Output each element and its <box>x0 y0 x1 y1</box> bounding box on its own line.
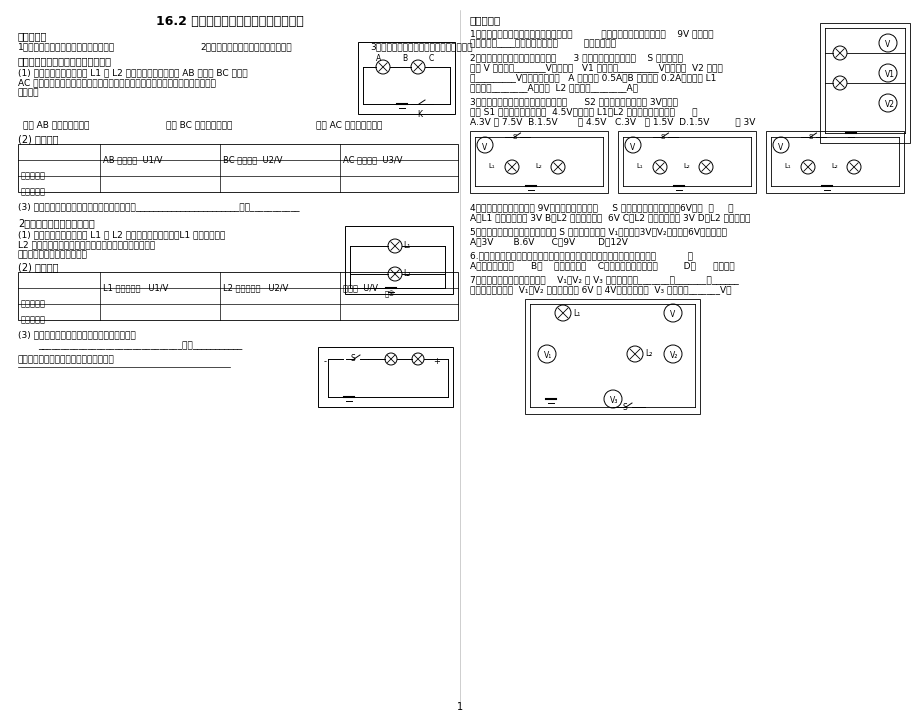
Text: 7．如图所示的电路中，电压表    V₁、V₂ 和 V₃ 分别测量的是_______、_______和______: 7．如图所示的电路中，电压表 V₁、V₂ 和 V₃ 分别测量的是_______、… <box>470 275 738 284</box>
Text: (3) 分析实验数据得出串联电路电压的规律是：_______________________公式___________: (3) 分析实验数据得出串联电路电压的规律是：_________________… <box>18 202 300 211</box>
Bar <box>618 131 755 193</box>
Text: 图⑤: 图⑤ <box>384 291 395 298</box>
Text: L₂: L₂ <box>644 349 652 358</box>
Text: +: + <box>433 357 439 366</box>
Text: 5．在如右图所示的电路中，当开关 S 闭合时，电压表 V₁的示数为3V，V₂的示数为6V，则电源电: 5．在如右图所示的电路中，当开关 S 闭合时，电压表 V₁的示数为3V，V₂的示… <box>470 227 726 236</box>
Text: 为_________V，用电流表测得   A 处电流为 0.5A，B 处电流为 0.2A，则通过 L1: 为_________V，用电流表测得 A 处电流为 0.5A，B 处电流为 0.… <box>470 73 716 82</box>
Text: 总电压  U/V: 总电压 U/V <box>343 283 378 292</box>
Text: 当堂训练：: 当堂训练： <box>470 15 501 25</box>
Text: 1．串联电池组的电压是各节电池的电压的          ，小明的一玩具电动火车要    9V 的电压才: 1．串联电池组的电压是各节电池的电压的 ，小明的一玩具电动火车要 9V 的电压才 <box>470 29 713 38</box>
Text: 入电压表，测出这三个电压；: 入电压表，测出这三个电压； <box>18 250 88 259</box>
Text: 6.在某电路中，两只灯泡两端的电压相等，由此可知，两灯泡的连接方式是（           ）: 6.在某电路中，两只灯泡两端的电压相等，由此可知，两灯泡的连接方式是（ ） <box>470 251 692 260</box>
Text: V₃: V₃ <box>609 396 618 405</box>
Text: V1: V1 <box>884 70 894 79</box>
Text: (1) 实验设计：把两个灯泡 L1 和 L2 并联起来接到电源上，L1 两端的电压、: (1) 实验设计：把两个灯泡 L1 和 L2 并联起来接到电源上，L1 两端的电… <box>18 230 225 239</box>
Text: 在下面。: 在下面。 <box>18 88 40 97</box>
Text: V2: V2 <box>884 100 894 109</box>
Text: 压表 V 的示数为_______V，电压表   V1 的示数为_________V，电压表  V2 的示数: 压表 V 的示数为_______V，电压表 V1 的示数为_________V，… <box>470 63 722 72</box>
Text: V: V <box>884 40 890 49</box>
Text: S: S <box>660 134 664 140</box>
Text: V₁: V₁ <box>543 351 551 360</box>
Text: -: - <box>323 357 326 366</box>
Text: B: B <box>402 54 407 63</box>
Text: 闭合 S1 时，电压表的示数为  4.5V，则此时 L1、L2 两端的电压分别是（      ）: 闭合 S1 时，电压表的示数为 4.5V，则此时 L1、L2 两端的电压分别是（… <box>470 107 697 116</box>
Text: A．L1 两端的电压为 3V B．L2 两端的电压为  6V C．L2 两端的电压为 3V D．L2 两端的电压: A．L1 两端的电压为 3V B．L2 两端的电压为 6V C．L2 两端的电压… <box>470 213 750 222</box>
Text: 测量 AC 两点间的电路图: 测量 AC 两点间的电路图 <box>315 120 382 129</box>
Text: 2、探究并联电路电压的规律: 2、探究并联电路电压的规律 <box>18 218 95 228</box>
Text: 知识拓展：如图所示的实验有什么现象：: 知识拓展：如图所示的实验有什么现象： <box>18 355 115 364</box>
Text: L₁: L₁ <box>487 163 494 169</box>
Text: 知识点一：探究串联电路电压的规律: 知识点一：探究串联电路电压的规律 <box>18 56 112 66</box>
Bar <box>318 347 452 407</box>
Text: 学习目标：: 学习目标： <box>18 31 47 41</box>
Text: L2 两端的电压、总电压可能有什么样的关系？分三次接: L2 两端的电压、总电压可能有什么样的关系？分三次接 <box>18 240 155 249</box>
Text: 的电流是________A，通过  L2 的电流是________A。: 的电流是________A，通过 L2 的电流是________A。 <box>470 83 637 92</box>
Bar <box>345 226 452 294</box>
Text: L₁: L₁ <box>635 163 642 169</box>
Text: V: V <box>777 142 783 152</box>
Bar <box>470 131 607 193</box>
Text: L₁: L₁ <box>573 309 580 318</box>
Text: L1 两端的电压   U1/V: L1 两端的电压 U1/V <box>103 283 168 292</box>
Text: 3、会利用串联、并联电路电压规律解题。: 3、会利用串联、并联电路电压规律解题。 <box>369 42 472 51</box>
Text: L₂: L₂ <box>403 269 410 278</box>
Text: 动，他要买____节干电池并将它们         联使用才行。: 动，他要买____节干电池并将它们 联使用才行。 <box>470 39 616 48</box>
Text: 测量 AB 两点间的电路图: 测量 AB 两点间的电路图 <box>23 120 89 129</box>
Text: S: S <box>351 354 356 363</box>
Text: 第二次测量: 第二次测量 <box>21 315 46 324</box>
Text: 第一次测量: 第一次测量 <box>21 299 46 308</box>
Bar <box>819 23 909 143</box>
Text: 测量 BC 两点间的电路图: 测量 BC 两点间的电路图 <box>165 120 233 129</box>
Text: L₂: L₂ <box>682 163 689 169</box>
Text: V: V <box>669 310 675 320</box>
Bar <box>357 42 455 114</box>
Text: (2) 实验记录: (2) 实验记录 <box>18 262 59 272</box>
Text: L₁: L₁ <box>403 241 410 250</box>
Text: 4．如图所示，电源电压为 9V，且保持不变，开关     S 闭合时，电压表的示数为6V，则  （     ）: 4．如图所示，电源电压为 9V，且保持不变，开关 S 闭合时，电压表的示数为6V… <box>470 203 732 212</box>
Text: 电压；如果电压表  V₁、V₂ 的示数分别为 6V 和 4V，那么电压表  V₃ 的示数为_______V。: 电压；如果电压表 V₁、V₂ 的示数分别为 6V 和 4V，那么电压表 V₃ 的… <box>470 285 731 294</box>
Text: 1、探究串联、并联电路中电压的规律。: 1、探究串联、并联电路中电压的规律。 <box>18 42 115 51</box>
Text: 2、练习连接电路和使用电压表的技能: 2、练习连接电路和使用电压表的技能 <box>199 42 291 51</box>
Text: A．3V       B.6V      C．9V        D．12V: A．3V B.6V C．9V D．12V <box>470 237 627 246</box>
Text: AC 间的电压  U3/V: AC 间的电压 U3/V <box>343 155 403 164</box>
Text: S: S <box>622 403 627 412</box>
Text: V: V <box>630 142 635 152</box>
Text: S: S <box>513 134 516 140</box>
Text: V: V <box>482 142 487 152</box>
Text: (2) 实验记录: (2) 实验记录 <box>18 134 59 144</box>
Bar <box>525 299 699 414</box>
Text: (1) 实验设计：把两个灯泡 L1 和 L2 串联起来接到电源上。 AB 之间、 BC 之间、: (1) 实验设计：把两个灯泡 L1 和 L2 串联起来接到电源上。 AB 之间、… <box>18 68 247 77</box>
Text: L₂: L₂ <box>830 163 837 169</box>
Text: A.3V 和 7.5V  B.1.5V       和 4.5V   C.3V   和 1.5V  D.1.5V         和 3V: A.3V 和 7.5V B.1.5V 和 4.5V C.3V 和 1.5V D.… <box>470 117 754 126</box>
Text: AC 之间的电压可能有什么样的关系？分三次接入电压表，把三次测量的电路图画: AC 之间的电压可能有什么样的关系？分三次接入电压表，把三次测量的电路图画 <box>18 78 216 87</box>
Text: C: C <box>428 54 434 63</box>
Text: 3．如图，电源电压保持不变，当只闭合      S2 时，电压表的示数为 3V，当只: 3．如图，电源电压保持不变，当只闭合 S2 时，电压表的示数为 3V，当只 <box>470 97 677 106</box>
Text: A: A <box>376 54 380 63</box>
Text: S: S <box>808 134 812 140</box>
Text: L₂: L₂ <box>535 163 541 169</box>
Text: A．一定是串联的      B．    一定是并联的    C．串联、并联都有可能         D．      无法判断: A．一定是串联的 B． 一定是并联的 C．串联、并联都有可能 D． 无法判断 <box>470 261 734 270</box>
Text: (3) 分析实验数据得出并联电路电压的规律是：: (3) 分析实验数据得出并联电路电压的规律是： <box>18 330 136 339</box>
Bar <box>766 131 903 193</box>
Text: 1: 1 <box>457 702 462 712</box>
Text: BC 间的电压  U2/V: BC 间的电压 U2/V <box>222 155 282 164</box>
Text: V₂: V₂ <box>669 351 677 360</box>
Text: 2．在右图所示的电路中，电源是由      3 节干电池串联组成的。    S 闭合后则电: 2．在右图所示的电路中，电源是由 3 节干电池串联组成的。 S 闭合后则电 <box>470 53 682 62</box>
Text: 第二次测量: 第二次测量 <box>21 187 46 196</box>
Bar <box>18 272 458 320</box>
Text: K: K <box>416 110 422 119</box>
Text: 第一次测量: 第一次测量 <box>21 171 46 180</box>
Text: AB 间的电压  U1/V: AB 间的电压 U1/V <box>103 155 163 164</box>
Bar <box>18 144 458 192</box>
Text: L2 两端的电压   U2/V: L2 两端的电压 U2/V <box>222 283 288 292</box>
Text: L₁: L₁ <box>783 163 789 169</box>
Text: 16.2 探究串并联电路电压的规律导学案: 16.2 探究串并联电路电压的规律导学案 <box>156 15 303 28</box>
Text: ________________________________公式___________: ________________________________公式______… <box>38 341 242 350</box>
